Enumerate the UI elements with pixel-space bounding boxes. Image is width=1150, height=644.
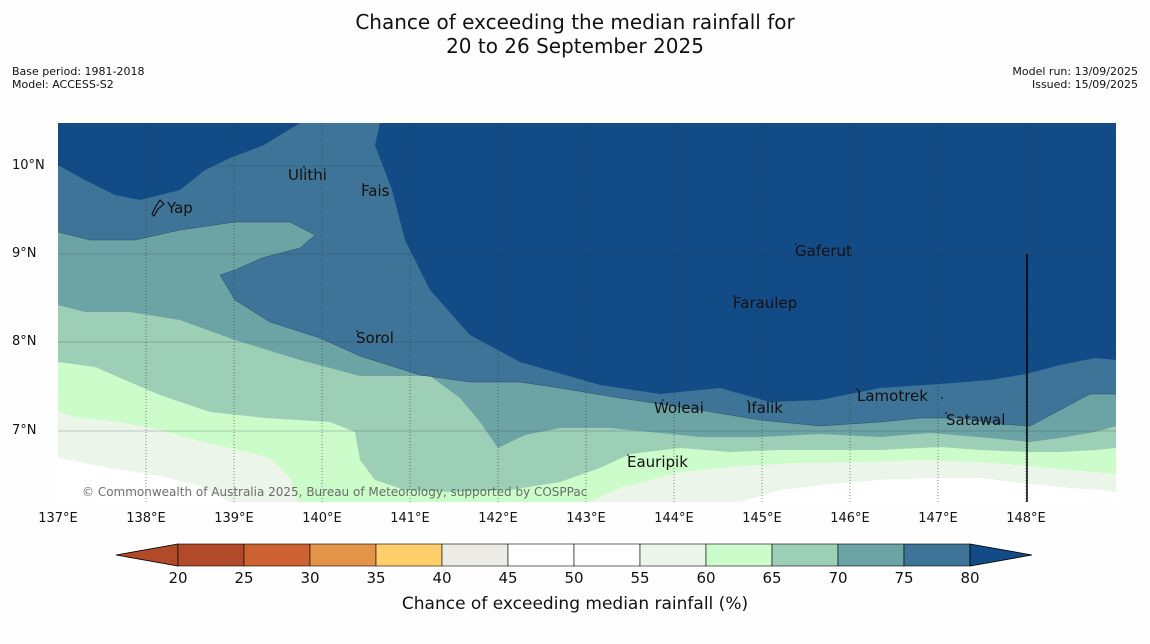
colorbar-tick-25: 25 <box>234 569 254 587</box>
place-ifalik: Ifalik <box>747 399 783 417</box>
lon-label-142: 142°E <box>478 511 518 526</box>
colorbar-tick-40: 40 <box>432 569 452 587</box>
place-woleai: Woleai <box>654 399 704 417</box>
colorbar-tick-50: 50 <box>564 569 584 587</box>
colorbar-tick-75: 75 <box>894 569 914 587</box>
colorbar-segment <box>903 543 971 567</box>
place-gaferut: Gaferut <box>795 242 852 260</box>
lat-label-10: 10°N <box>12 158 45 173</box>
copyright-notice: © Commonwealth of Australia 2025, Bureau… <box>82 485 587 499</box>
meta-left: Base period: 1981-2018 Model: ACCESS-S2 <box>12 65 144 91</box>
place-ulithi: Ulithi <box>288 166 327 184</box>
colorbar-segment <box>507 543 575 567</box>
colorbar-segment <box>639 543 707 567</box>
colorbar-segment <box>837 543 905 567</box>
place-yap: Yap <box>166 199 193 217</box>
meta-right: Model run: 13/09/2025 Issued: 15/09/2025 <box>1012 65 1138 91</box>
colorbar-segment <box>375 543 443 567</box>
lon-label-147: 147°E <box>918 511 958 526</box>
colorbar-segment <box>177 543 245 567</box>
place-lamotrek: Lamotrek <box>857 387 928 405</box>
colorbar-tick-70: 70 <box>828 569 848 587</box>
colorbar-tick-30: 30 <box>300 569 320 587</box>
band-80-plus <box>375 123 1116 402</box>
colorbar-tick-60: 60 <box>696 569 716 587</box>
issued-date: Issued: 15/09/2025 <box>1031 78 1138 91</box>
colorbar-tick-65: 65 <box>762 569 782 587</box>
island-dots <box>303 166 947 456</box>
place-sorol: Sorol <box>356 329 394 347</box>
title-line-1: Chance of exceeding the median rainfall … <box>355 10 795 34</box>
colorbar-segment <box>441 543 509 567</box>
map-title: Chance of exceeding the median rainfall … <box>0 10 1150 58</box>
model-run: Model run: 13/09/2025 <box>1012 65 1138 78</box>
colorbar-segment <box>309 543 377 567</box>
colorbar-tick-35: 35 <box>366 569 386 587</box>
lat-label-7: 7°N <box>12 423 37 438</box>
lon-label-138: 138°E <box>126 511 166 526</box>
lon-label-146: 146°E <box>830 511 870 526</box>
colorbar-segment <box>771 543 839 567</box>
graticule <box>145 123 1027 502</box>
lat-lines <box>58 165 1116 432</box>
place-eauripik: Eauripik <box>627 453 688 471</box>
colorbar-tick-80: 80 <box>960 569 980 587</box>
lon-label-145: 145°E <box>742 511 782 526</box>
colorbar-tick-20: 20 <box>168 569 188 587</box>
title-line-2: 20 to 26 September 2025 <box>446 34 704 58</box>
colorbar-tick-55: 55 <box>630 569 650 587</box>
lat-label-8: 8°N <box>12 334 37 349</box>
colorbar-tick-45: 45 <box>498 569 518 587</box>
colorbar-extend-low <box>115 543 179 567</box>
lon-label-139: 139°E <box>214 511 254 526</box>
colorbar-segment <box>705 543 773 567</box>
lon-label-141: 141°E <box>390 511 430 526</box>
lon-label-137: 137°E <box>38 511 78 526</box>
colorbar-extend-high <box>969 543 1033 567</box>
band-50-55 <box>740 478 1116 502</box>
rainfall-map: Ulithi Fais Yap Gaferut Faraulep Sorol L… <box>58 123 1116 502</box>
lon-label-148: 148°E <box>1006 511 1046 526</box>
place-fais: Fais <box>361 182 390 200</box>
place-satawal: Satawal <box>946 411 1005 429</box>
colorbar-segment <box>573 543 641 567</box>
lon-label-144: 144°E <box>654 511 694 526</box>
lon-label-143: 143°E <box>566 511 606 526</box>
model-name: Model: ACCESS-S2 <box>12 78 114 91</box>
colorbar <box>115 543 1033 567</box>
yap-island-shape <box>151 199 165 217</box>
base-period: Base period: 1981-2018 <box>12 65 145 78</box>
lon-label-140: 140°E <box>302 511 342 526</box>
place-faraulep: Faraulep <box>733 294 797 312</box>
colorbar-title: Chance of exceeding median rainfall (%) <box>401 594 749 614</box>
colorbar-segment <box>243 543 311 567</box>
lat-label-9: 9°N <box>12 246 37 261</box>
